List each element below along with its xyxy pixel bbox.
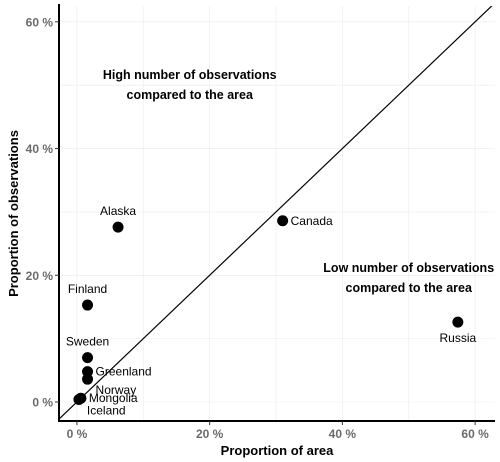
data-point [82,352,94,364]
x-axis-title: Proportion of area [221,443,334,458]
x-tick-label: 40 % [329,427,357,441]
data-point [82,299,94,311]
data-point [112,221,124,233]
data-point [82,366,94,378]
point-label: Iceland [87,403,126,417]
x-tick-label: 60 % [461,427,489,441]
y-tick-label: 60 % [26,15,54,29]
point-label: Greenland [96,365,152,379]
point-label: Finland [68,282,107,296]
y-tick-label: 20 % [26,269,54,283]
point-label: Alaska [100,204,136,218]
annotation-text: compared to the area [346,281,473,295]
annotation-text: High number of observations [103,68,277,82]
data-point [277,215,289,227]
data-point [452,316,464,328]
data-point [73,393,85,405]
x-tick-label: 0 % [67,427,88,441]
point-label: Norway [96,383,137,397]
y-axis-title: Proportion of observations [6,130,21,297]
annotation-text: Low number of observations [323,261,494,275]
point-label: Canada [291,214,333,228]
y-tick-label: 0 % [32,395,53,409]
point-label: Sweden [66,335,109,349]
point-label: Mongolia [89,391,138,405]
reference-line [59,6,493,420]
y-tick-label: 40 % [26,142,54,156]
annotation-text: compared to the area [127,88,254,102]
x-tick-label: 20 % [196,427,224,441]
data-point [82,373,94,385]
point-label: Russia [439,331,476,345]
